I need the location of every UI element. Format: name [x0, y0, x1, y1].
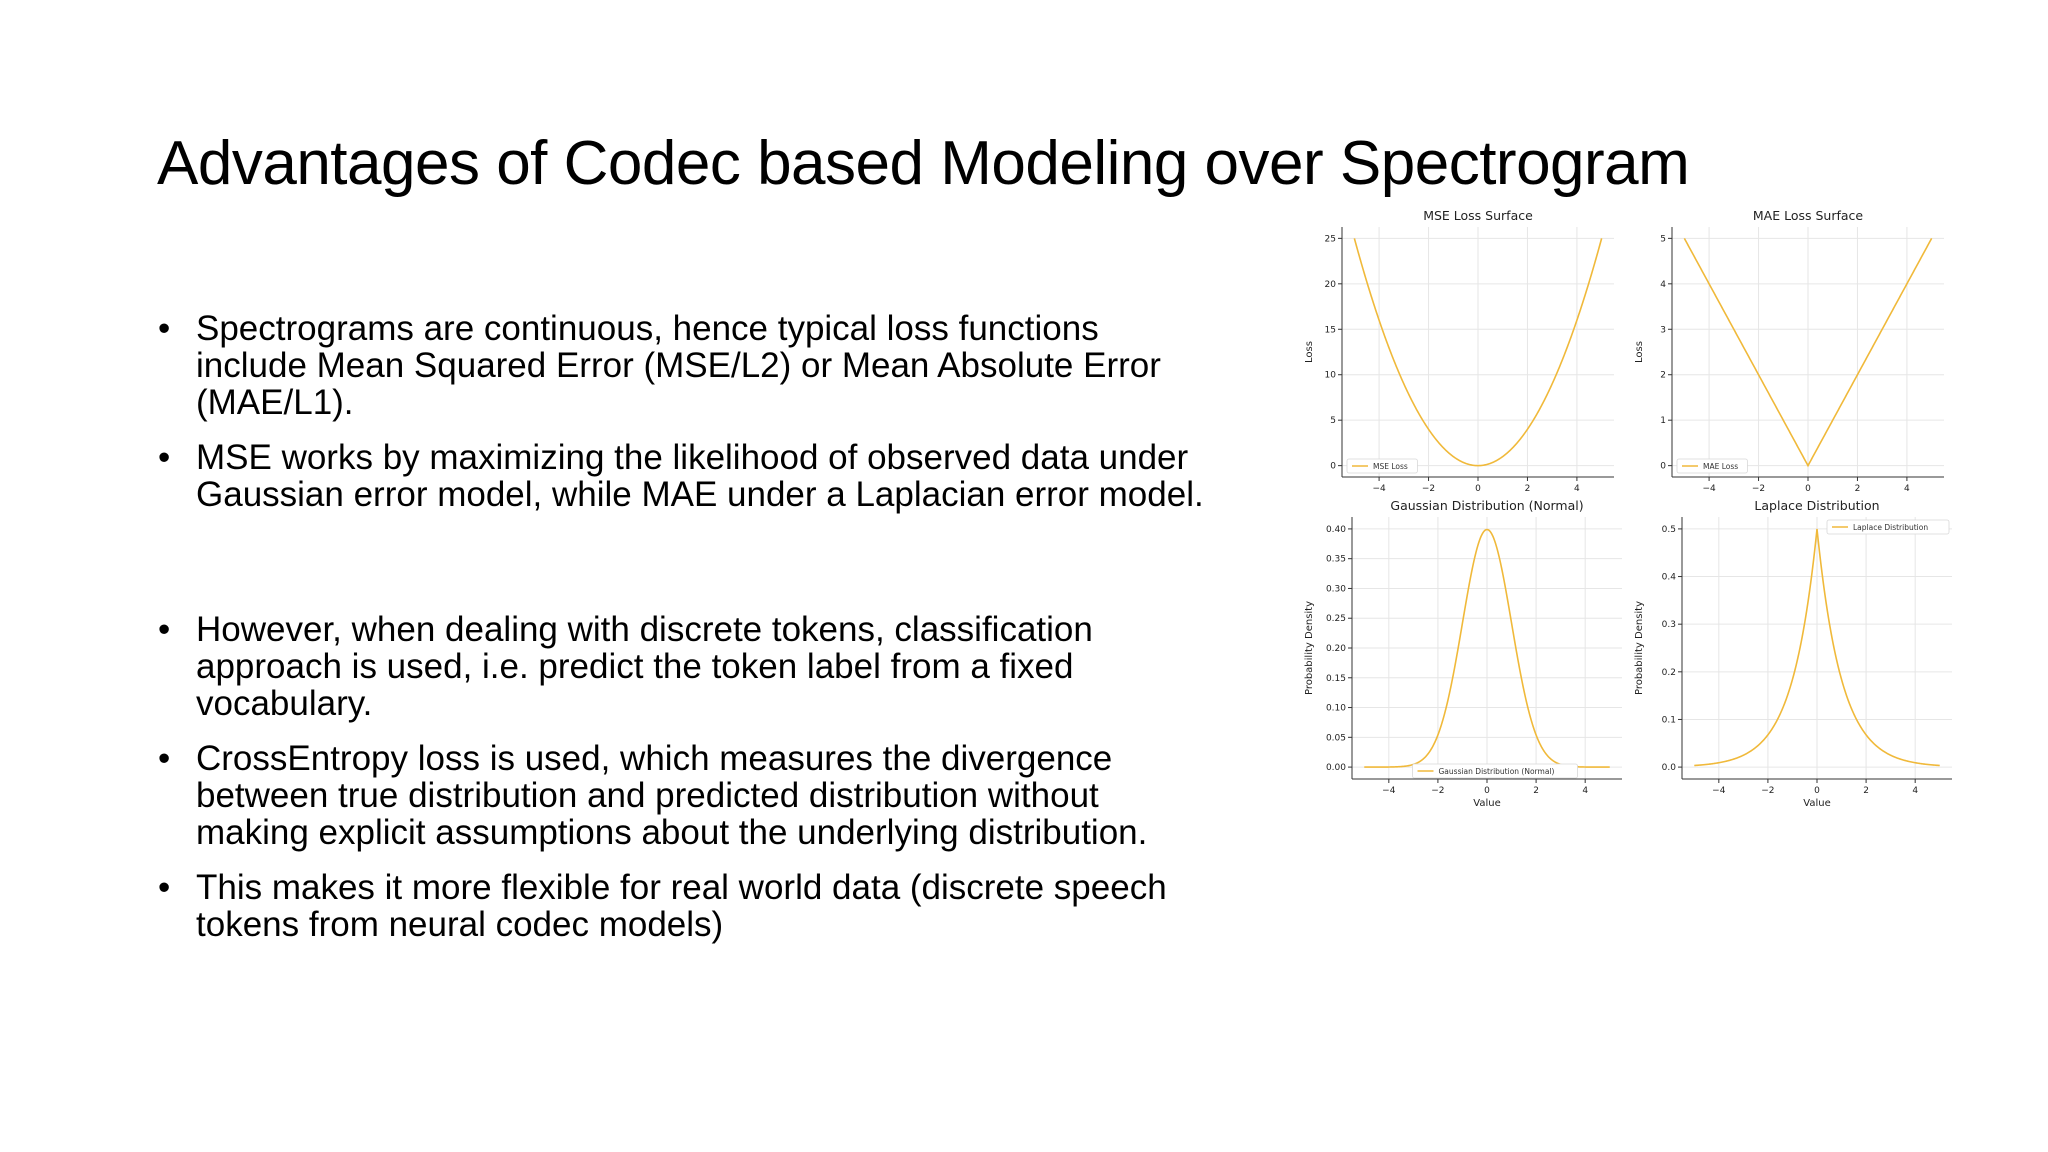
mse-loss-surface-title: MSE Loss Surface	[1423, 208, 1533, 223]
y-tick-label: 0	[1660, 462, 1666, 472]
bullet-text: CrossEntropy loss is used, which measure…	[196, 739, 1148, 852]
y-tick-label: 0.40	[1326, 525, 1346, 535]
x-tick-label: 4	[1582, 786, 1588, 796]
bullet-marker: •	[158, 610, 171, 649]
bullet-marker: •	[158, 309, 171, 348]
bullet-marker: •	[158, 739, 171, 778]
bullet-marker: •	[158, 438, 171, 477]
x-tick-label: 0	[1475, 484, 1481, 494]
y-tick-label: 0.20	[1326, 644, 1346, 654]
y-tick-label: 0.25	[1326, 614, 1346, 624]
mae-loss-surface-title: MAE Loss Surface	[1753, 208, 1864, 223]
legend-box	[1676, 458, 1748, 474]
mse-loss-chart: MSE Loss Surface −4 −2 0 2 4 0 5 10 15 20 25 Loss MSE…	[1304, 208, 1614, 494]
y-tick-label: 0.4	[1662, 573, 1677, 583]
y-tick-label: 15	[1325, 325, 1336, 335]
y-axis-title: Loss	[1304, 341, 1315, 363]
legend-box	[1826, 519, 1950, 535]
legend-label: Laplace Distribution	[1853, 523, 1928, 532]
x-tick-label: 2	[1855, 484, 1861, 494]
bullet-text: However, when dealing with discrete toke…	[196, 610, 1093, 723]
x-tick-label: 0	[1805, 484, 1811, 494]
y-tick-label: 20	[1325, 280, 1337, 290]
y-tick-label: 5	[1660, 234, 1666, 244]
y-tick-label: 0.15	[1326, 674, 1346, 684]
legend-box	[1346, 458, 1418, 474]
bullet-text: This makes it more flexible for real wor…	[196, 868, 1167, 944]
x-tick-label: 2	[1525, 484, 1531, 494]
y-tick-label: 0.5	[1662, 525, 1676, 535]
x-axis-title: Value	[1803, 798, 1830, 809]
laplace-distribution-chart: Laplace Distribution −4 −2 0 2 4 0.0 0.1 0.2 0.3 0…	[1634, 498, 1952, 809]
x-tick-label: 2	[1863, 786, 1869, 796]
mae-loss-surface-curve	[1683, 237, 1933, 468]
gaussian-distribution-normal-title: Gaussian Distribution (Normal)	[1390, 498, 1583, 513]
y-tick-label: 0.05	[1326, 733, 1346, 743]
x-axis-title: Value	[1473, 798, 1500, 809]
bullet-item: • However, when dealing with discrete to…	[150, 611, 1210, 722]
bullet-text: MSE works by maximizing the likelihood o…	[196, 438, 1204, 514]
y-tick-label: 0.2	[1662, 668, 1676, 678]
legend-label: MSE Loss	[1373, 462, 1408, 471]
x-tick-label: 4	[1904, 484, 1910, 494]
x-tick-label: 4	[1574, 484, 1580, 494]
laplace-distribution-title: Laplace Distribution	[1754, 498, 1879, 513]
y-tick-label: 0.1	[1662, 715, 1676, 725]
legend: MAE Loss	[1676, 458, 1748, 474]
x-tick-label: 0	[1814, 786, 1820, 796]
legend-label: Gaussian Distribution (Normal)	[1439, 767, 1555, 776]
y-tick-label: 0.30	[1326, 584, 1346, 594]
legend: MSE Loss	[1346, 458, 1418, 474]
x-tick-label: 0	[1484, 786, 1490, 796]
x-tick-label: −4	[1702, 484, 1716, 494]
legend: Gaussian Distribution (Normal)	[1412, 763, 1578, 779]
y-tick-label: 0.00	[1326, 763, 1346, 773]
y-tick-label: 0.0	[1662, 763, 1677, 773]
legend-label: MAE Loss	[1703, 462, 1738, 471]
x-tick-label: −4	[1372, 484, 1386, 494]
y-tick-label: 5	[1330, 416, 1336, 426]
legend-box	[1412, 763, 1578, 779]
bullet-marker: •	[158, 868, 171, 907]
x-tick-label: −2	[1422, 484, 1435, 494]
bullet-list: • Spectrograms are continuous, hence typ…	[150, 310, 1210, 943]
y-tick-label: 0.3	[1662, 620, 1676, 630]
bullet-item: • Spectrograms are continuous, hence typ…	[150, 310, 1210, 421]
y-tick-label: 2	[1660, 371, 1666, 381]
mse-loss-surface-curve	[1353, 238, 1603, 467]
legend: Laplace Distribution	[1826, 519, 1950, 535]
charts-figure: MSE Loss Surface −4 −2 0 2 4 0 5 10 15 20 25 Loss MSE…	[1300, 205, 1980, 845]
x-tick-label: 4	[1912, 786, 1918, 796]
y-tick-label: 1	[1660, 416, 1666, 426]
y-tick-label: 0.35	[1326, 555, 1346, 565]
slide-title: Advantages of Codec based Modeling over …	[157, 129, 1690, 198]
bullet-item: • CrossEntropy loss is used, which measu…	[150, 740, 1210, 851]
y-tick-label: 4	[1660, 280, 1666, 290]
y-axis-title: Probability Density	[1634, 601, 1645, 695]
y-tick-label: 0	[1330, 462, 1336, 472]
bullet-text: Spectrograms are continuous, hence typic…	[196, 309, 1161, 422]
y-tick-label: 0.10	[1326, 704, 1346, 714]
y-tick-label: 10	[1325, 371, 1337, 381]
y-axis-title: Probability Density	[1304, 601, 1315, 695]
y-axis-title: Loss	[1634, 341, 1645, 363]
y-tick-label: 3	[1660, 325, 1666, 335]
laplace-distribution-curve	[1694, 528, 1940, 767]
bullet-item: • MSE works by maximizing the likelihood…	[150, 439, 1210, 513]
x-tick-label: −2	[1761, 786, 1774, 796]
y-tick-label: 25	[1325, 234, 1336, 244]
x-tick-label: −4	[1382, 786, 1396, 796]
x-tick-label: −2	[1752, 484, 1765, 494]
x-tick-label: −4	[1712, 786, 1726, 796]
x-tick-label: −2	[1431, 786, 1444, 796]
gaussian-distribution-chart: Gaussian Distribution (Normal) −4 −2 0 2 4 0.0…	[1304, 498, 1622, 809]
mae-loss-chart: MAE Loss Surface −4 −2 0 2 4 0 1 2 3 4 5 Loss MAE Los…	[1634, 208, 1944, 494]
bullet-item: • This makes it more flexible for real w…	[150, 869, 1210, 943]
x-tick-label: 2	[1533, 786, 1539, 796]
